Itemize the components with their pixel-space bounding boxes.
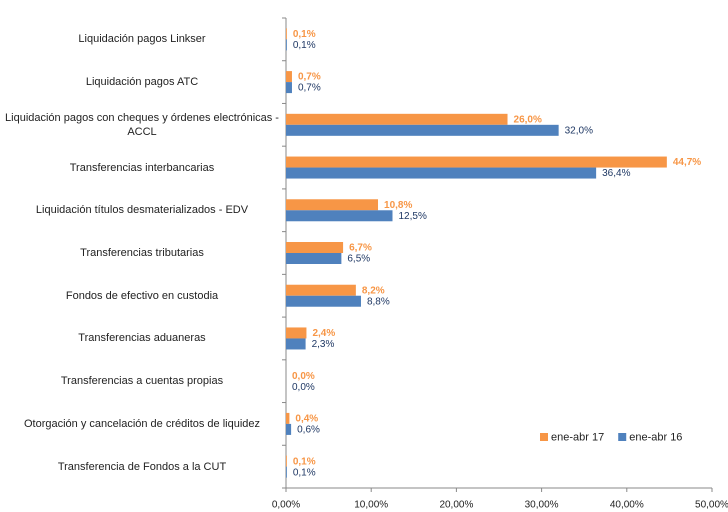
category-label: Liquidación títulos desmaterializados - … [35, 204, 249, 217]
value-label: 0,6% [297, 425, 320, 436]
bar [286, 82, 292, 94]
category-label: Transferencias interbancarias [69, 161, 215, 174]
value-label: 12,5% [399, 211, 427, 222]
value-label: 8,2% [362, 285, 385, 296]
value-label: 8,8% [367, 296, 390, 307]
bar [286, 327, 307, 339]
value-label: 44,7% [673, 157, 701, 168]
value-label: 0,1% [293, 467, 316, 478]
category-label: Transferencias aduaneras [78, 332, 206, 345]
bar [286, 284, 356, 296]
bar [286, 466, 287, 478]
value-label: 0,7% [298, 83, 321, 94]
bar [286, 156, 667, 168]
x-tick-label: 0,00% [272, 500, 300, 511]
value-label: 0,1% [293, 456, 316, 467]
category-label: Liquidación pagos Linkser [78, 33, 206, 46]
x-tick-label: 30,00% [525, 500, 559, 511]
bar [286, 295, 361, 307]
value-label: 0,1% [293, 29, 316, 40]
value-label: 2,4% [312, 328, 335, 339]
category-label: Fondos de efectivo en custodia [65, 289, 219, 302]
bar [286, 455, 287, 467]
category-label: Transferencias a cuentas propias [60, 375, 224, 388]
bar [286, 124, 559, 136]
value-label: 6,5% [347, 254, 370, 265]
legend-swatch [540, 433, 548, 441]
value-label: 10,8% [384, 200, 412, 211]
value-label: 6,7% [349, 243, 372, 254]
legend-swatch [618, 433, 627, 441]
bar [286, 423, 292, 435]
x-tick-label: 40,00% [610, 500, 644, 511]
value-label: 36,4% [602, 168, 630, 179]
bar [286, 242, 344, 253]
category-label: Otorgación y cancelación de créditos de … [23, 417, 261, 430]
x-tick-label: 10,00% [354, 500, 388, 511]
x-tick-label: 20,00% [439, 500, 473, 511]
bar [286, 210, 393, 222]
x-tick-label: 50,00% [695, 500, 728, 511]
category-label: Transferencia de Fondos a la CUT [57, 460, 227, 473]
value-label: 0,1% [293, 40, 316, 51]
bar [286, 167, 597, 179]
category-label: Liquidación pagos con cheques y órdenes … [5, 111, 279, 138]
bar [286, 113, 508, 125]
category-label: Transferencias tributarias [80, 247, 204, 259]
value-label: 2,3% [312, 339, 335, 350]
value-label: 32,0% [565, 125, 593, 136]
bar [286, 338, 306, 350]
legend-label: ene-abr 17 [551, 431, 604, 443]
bar [286, 28, 287, 40]
value-label: 0,7% [298, 72, 321, 83]
value-label: 0,0% [292, 382, 315, 393]
value-label: 0,0% [292, 371, 315, 382]
category-label: Liquidación pagos ATC [85, 76, 199, 89]
bar [286, 412, 290, 424]
bar [286, 39, 287, 51]
bar [286, 199, 379, 211]
bar [286, 253, 342, 264]
value-label: 26,0% [514, 114, 542, 125]
bar [286, 71, 292, 83]
value-label: 0,4% [295, 414, 318, 425]
legend-label: ene-abr 16 [629, 431, 682, 443]
